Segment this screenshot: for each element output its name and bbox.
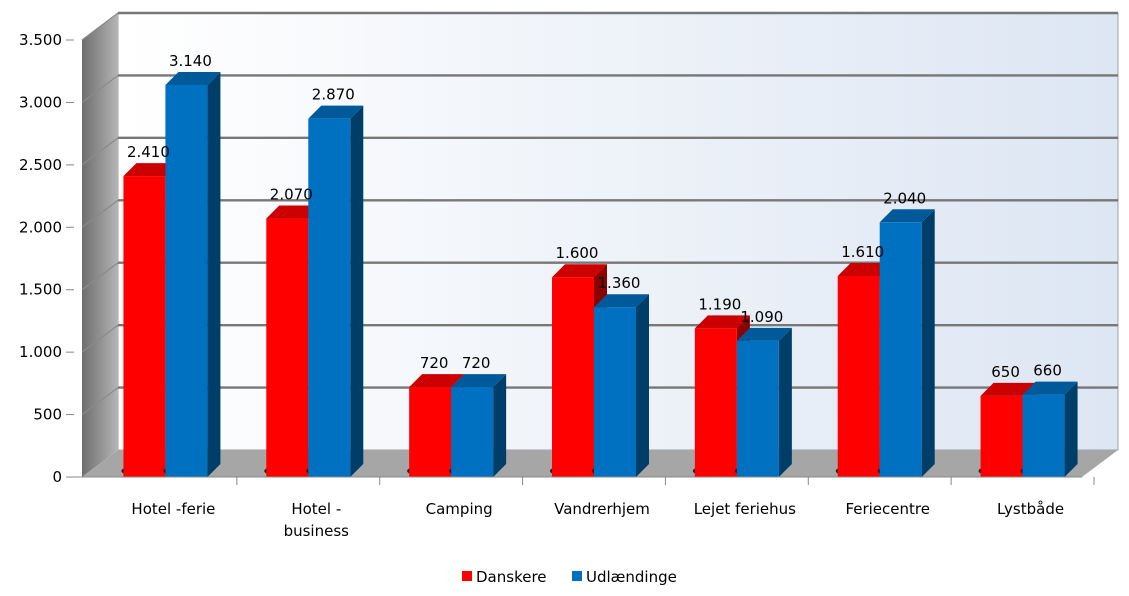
x-tick-label: Camping — [426, 500, 493, 518]
bar-top-danskere — [837, 262, 893, 276]
bar-danskere — [266, 218, 309, 477]
bar-udlændinge — [451, 387, 494, 477]
y-tick-label: 3.000 — [19, 93, 62, 111]
bar-udlændinge — [736, 340, 779, 477]
bar-top-udlændinge — [1022, 381, 1078, 395]
bar-top-danskere — [409, 374, 465, 388]
bar-udlændinge — [308, 118, 351, 477]
bar-danskere — [552, 277, 594, 477]
bar-top-danskere — [266, 205, 322, 219]
bar-top-danskere — [980, 382, 1036, 396]
bar-udlændinge — [879, 222, 922, 477]
y-tick-label: 1.000 — [19, 343, 62, 361]
bar-side-udlændinge — [778, 327, 792, 477]
data-label: 720 — [462, 354, 491, 372]
gridline-side — [81, 199, 119, 228]
x-tick-label: Lejet feriehus — [694, 500, 796, 518]
x-tick-label: Hotel - — [291, 500, 341, 518]
bar-top-udlændinge — [594, 294, 649, 308]
data-label: 1.190 — [698, 295, 741, 313]
bar-top-danskere — [552, 264, 607, 278]
data-label: 2.070 — [270, 186, 313, 204]
y-tick-label: 500 — [33, 406, 62, 424]
bar-top-udlændinge — [451, 374, 507, 388]
legend-swatch — [462, 571, 472, 581]
data-label: 2.410 — [127, 143, 170, 161]
bar-danskere — [694, 328, 737, 477]
x-tick-label: Vandrerhjem — [554, 500, 650, 518]
bar-side-udlændinge — [493, 374, 507, 477]
data-label: 1.090 — [740, 308, 783, 326]
data-label: 3.140 — [169, 52, 212, 70]
bar-danskere — [409, 387, 452, 477]
x-tick-label: Lystbåde — [997, 500, 1064, 518]
gridline-side — [81, 74, 119, 103]
bar-udlændinge — [1022, 394, 1065, 477]
bar-danskere — [837, 275, 880, 477]
bar-top-danskere — [123, 163, 179, 177]
data-label: 1.610 — [841, 243, 884, 261]
data-label: 1.360 — [598, 274, 641, 292]
gridline-side — [81, 324, 119, 353]
y-tick-label: 3.500 — [19, 31, 62, 49]
gridline-side — [81, 12, 119, 41]
bar-side-udlændinge — [350, 105, 364, 477]
data-label: 1.600 — [556, 244, 599, 262]
bar-top-danskere — [694, 315, 750, 329]
gridline-side — [81, 387, 119, 416]
legend-label: Danskere — [476, 568, 547, 586]
data-label: 2.040 — [883, 189, 926, 207]
data-label: 2.870 — [312, 86, 355, 104]
x-tick-label: business — [284, 522, 350, 540]
bar-side-udlændinge — [921, 209, 935, 477]
legend-swatch — [572, 571, 582, 581]
bar-danskere — [980, 395, 1023, 477]
data-label: 720 — [420, 354, 449, 372]
y-tick-label: 1.500 — [19, 281, 62, 299]
x-tick-label: Feriecentre — [845, 500, 930, 518]
data-label: 660 — [1033, 362, 1062, 380]
bar-udlændinge — [594, 307, 636, 477]
bar-danskere — [123, 176, 166, 477]
bar-side-udlændinge — [1064, 381, 1078, 477]
bar-top-udlændinge — [736, 327, 792, 341]
y-tick-label: 0 — [52, 468, 62, 486]
bar-top-udlændinge — [165, 71, 221, 85]
bar-side-udlændinge — [207, 71, 221, 477]
legend-label: Udlændinge — [586, 568, 677, 586]
y-tick-label: 2.500 — [19, 156, 62, 174]
y-tick-label: 2.000 — [19, 218, 62, 236]
bar-side-udlændinge — [636, 294, 649, 477]
bar-top-udlændinge — [879, 209, 935, 223]
x-tick-label: Hotel -ferie — [131, 500, 215, 518]
data-label: 650 — [991, 363, 1020, 381]
bar-udlændinge — [165, 84, 208, 477]
gridline-side — [81, 137, 119, 166]
side-wall — [82, 13, 118, 477]
gridline-side — [81, 262, 119, 291]
bar-top-udlændinge — [308, 105, 364, 119]
